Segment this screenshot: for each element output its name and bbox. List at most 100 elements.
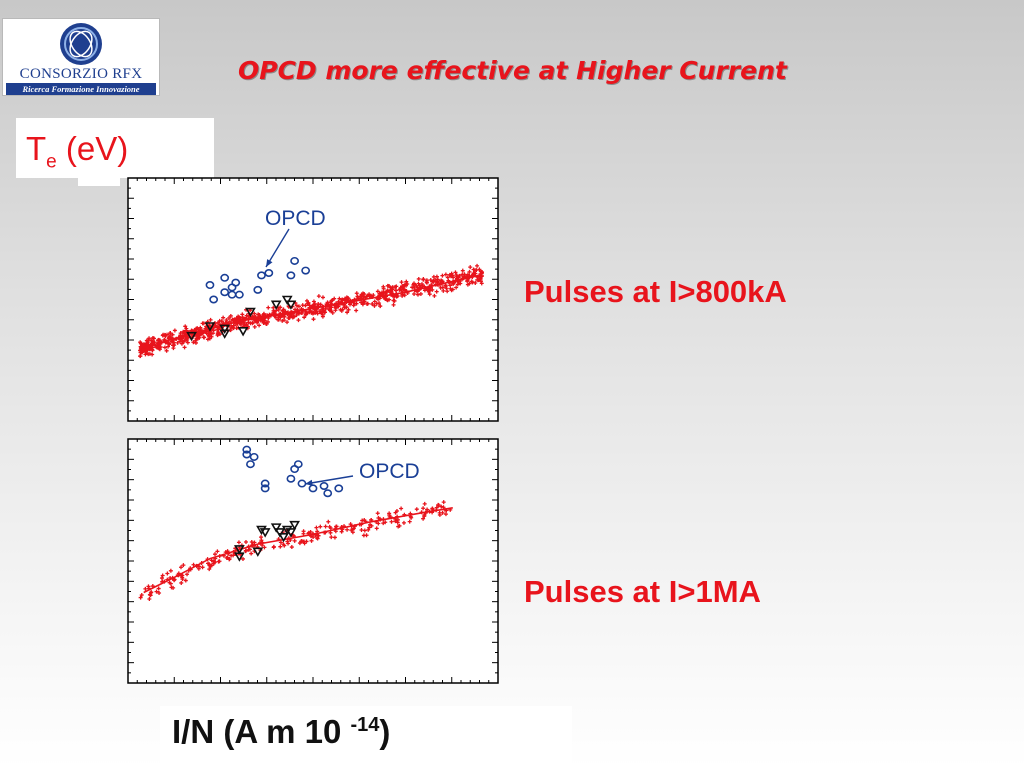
data-point-plus	[329, 298, 334, 303]
data-point-plus	[439, 278, 444, 283]
data-point-plus	[309, 538, 314, 543]
data-point-plus	[428, 277, 433, 282]
data-point-opcd-circle	[209, 295, 219, 304]
data-point-triangle	[234, 545, 245, 555]
data-point-plus	[151, 339, 156, 344]
data-point-plus	[166, 344, 171, 349]
data-point-plus	[240, 556, 245, 561]
data-point-triangle	[204, 322, 216, 332]
data-point-plus	[310, 310, 315, 315]
data-point-opcd-circle	[319, 481, 329, 490]
data-point-plus	[244, 313, 249, 318]
data-point-plus	[215, 549, 220, 554]
data-point-plus	[246, 547, 251, 552]
data-point-plus	[348, 302, 353, 307]
data-point-plus	[471, 271, 476, 276]
data-point-opcd-circle	[308, 484, 318, 493]
data-point-plus	[330, 298, 335, 303]
data-point-plus	[158, 345, 163, 350]
data-point-plus	[271, 544, 276, 549]
data-point-plus	[332, 535, 337, 540]
data-point-plus	[378, 303, 383, 308]
data-point-plus	[157, 590, 162, 595]
data-point-plus	[458, 281, 463, 286]
data-point-plus	[329, 305, 334, 310]
data-point-plus	[271, 305, 276, 310]
data-point-plus	[365, 293, 370, 298]
data-point-plus	[200, 565, 205, 570]
opcd-annotation-arrow	[265, 228, 290, 268]
data-point-plus	[201, 321, 206, 326]
data-point-plus	[207, 330, 212, 335]
data-point-plus	[396, 517, 401, 522]
data-points-opcd	[242, 445, 344, 498]
data-point-plus	[224, 556, 229, 561]
data-point-plus	[451, 282, 456, 287]
data-point-plus	[438, 285, 443, 290]
logo-tagline: Ricerca Formazione Innovazione	[6, 83, 156, 95]
data-point-plus	[367, 525, 372, 530]
data-point-plus	[266, 305, 271, 310]
data-point-plus	[240, 315, 245, 320]
data-point-plus	[339, 529, 344, 534]
scatter-plot-1ma: OPCD	[127, 438, 499, 684]
data-points-triangles	[234, 520, 300, 562]
data-point-opcd-circle	[286, 271, 296, 280]
data-point-plus	[167, 580, 172, 585]
data-point-plus	[216, 559, 221, 564]
data-point-triangle	[289, 520, 300, 531]
data-point-plus	[303, 312, 308, 317]
data-point-plus	[262, 318, 267, 323]
data-point-plus	[201, 335, 206, 340]
data-point-plus	[255, 319, 260, 324]
data-point-plus	[414, 507, 419, 512]
data-point-plus	[451, 275, 456, 280]
data-point-opcd-circle	[334, 484, 344, 493]
data-point-plus	[291, 314, 296, 319]
data-point-plus	[207, 336, 212, 341]
data-point-plus	[185, 340, 190, 345]
data-point-plus	[441, 288, 446, 293]
data-point-plus	[477, 267, 482, 272]
data-point-plus	[299, 310, 304, 315]
data-point-plus	[184, 326, 189, 331]
data-point-plus	[375, 289, 380, 294]
data-point-plus	[311, 299, 316, 304]
data-point-plus	[432, 293, 437, 298]
data-point-plus	[145, 342, 150, 347]
data-point-plus	[219, 319, 224, 324]
data-point-plus	[311, 317, 316, 322]
data-point-plus	[362, 528, 367, 533]
data-point-plus	[422, 501, 427, 506]
data-point-plus	[350, 527, 355, 532]
data-point-plus	[444, 286, 449, 291]
data-point-plus	[318, 302, 323, 307]
data-point-plus	[208, 564, 213, 569]
data-point-plus	[374, 301, 379, 306]
data-point-plus	[170, 332, 175, 337]
data-point-plus	[342, 305, 347, 310]
data-point-plus	[421, 506, 426, 511]
data-point-plus	[345, 527, 350, 532]
data-point-opcd-circle	[220, 288, 230, 297]
data-point-plus	[371, 293, 376, 298]
data-point-plus	[361, 294, 366, 299]
data-point-plus	[213, 552, 218, 557]
data-point-plus	[479, 273, 484, 278]
data-point-plus	[318, 524, 323, 529]
x-axis-label: I/N (A m 10 -14)	[172, 713, 390, 751]
data-point-plus	[285, 539, 290, 544]
data-point-plus	[249, 551, 254, 556]
x-axis-label-superscript: -14	[350, 714, 380, 736]
y-axis-label-main: T	[26, 130, 47, 167]
data-point-plus	[339, 308, 344, 313]
data-point-plus	[305, 301, 310, 306]
data-point-plus	[412, 292, 417, 297]
data-point-plus	[323, 524, 328, 529]
data-point-plus	[409, 515, 414, 520]
data-point-plus	[229, 323, 234, 328]
axis-ticks	[128, 178, 498, 421]
data-point-triangle	[219, 329, 231, 339]
data-point-plus	[286, 541, 291, 546]
data-point-plus	[457, 273, 462, 278]
